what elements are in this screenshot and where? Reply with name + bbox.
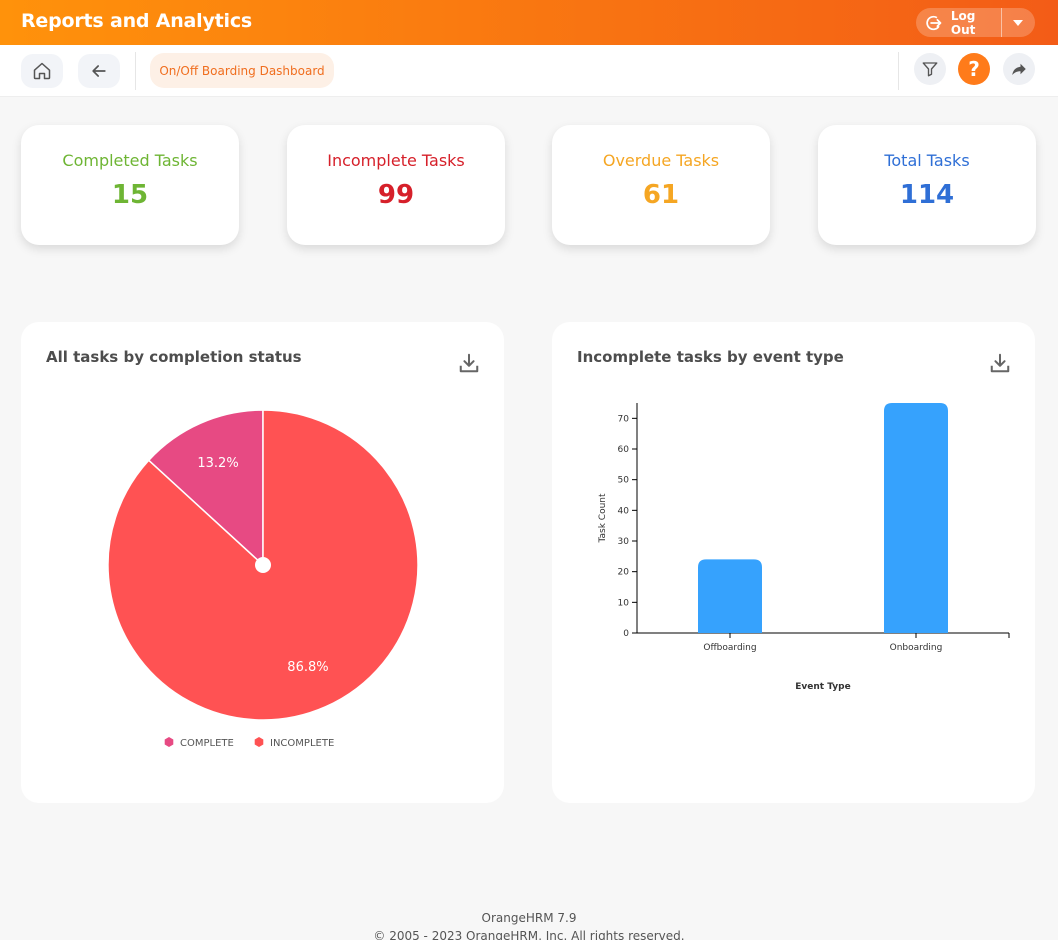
home-icon <box>33 62 51 80</box>
y-tick-label: 10 <box>618 598 630 608</box>
y-tick-label: 70 <box>618 414 630 424</box>
y-tick-label: 20 <box>618 568 630 578</box>
kpi-label: Completed Tasks <box>62 151 198 170</box>
logout-menu-toggle[interactable] <box>1002 19 1034 26</box>
bar-offboarding[interactable] <box>698 559 762 633</box>
y-tick-label: 30 <box>618 537 630 547</box>
y-tick-label: 40 <box>618 506 630 516</box>
tab-onoff-boarding-dashboard[interactable]: On/Off Boarding Dashboard <box>150 53 334 88</box>
kpi-card-total-tasks: Total Tasks 114 <box>818 125 1036 245</box>
pie-slice-label: 86.8% <box>287 660 328 675</box>
download-icon[interactable] <box>458 352 480 374</box>
logout-icon <box>926 15 942 30</box>
logout-control: Log Out <box>916 8 1035 37</box>
x-axis-label: Event Type <box>795 682 850 692</box>
kpi-card-completed-tasks: Completed Tasks 15 <box>21 125 239 245</box>
footer-copyright: © 2005 - 2023 OrangeHRM, Inc. All rights… <box>373 929 685 940</box>
bar-chart-card: Incomplete tasks by event type 0 10 20 30 40… <box>552 322 1035 803</box>
logout-label: Log Out <box>950 8 976 37</box>
footer-version: OrangeHRM 7.9 <box>481 911 577 925</box>
arrow-left-icon <box>92 65 106 77</box>
help-button[interactable]: ? <box>958 53 990 85</box>
legend-marker <box>254 737 264 747</box>
legend-marker <box>164 737 174 747</box>
home-button[interactable] <box>21 54 63 88</box>
share-arrow-icon <box>1012 63 1026 75</box>
pie-chart-title: All tasks by completion status <box>46 348 302 366</box>
kpi-value: 61 <box>642 180 680 210</box>
kpi-value: 114 <box>899 180 955 210</box>
kpi-label: Overdue Tasks <box>602 151 720 170</box>
share-button[interactable] <box>1003 53 1035 85</box>
help-icon: ? <box>968 57 980 81</box>
bar-chart-title: Incomplete tasks by event type <box>577 348 844 366</box>
bar-onboarding[interactable] <box>884 403 948 633</box>
pie-slice-complete[interactable] <box>147 409 264 567</box>
kpi-card-incomplete-tasks: Incomplete Tasks 99 <box>287 125 505 245</box>
kpi-value: 99 <box>377 180 415 210</box>
filter-icon <box>922 62 938 77</box>
pie-center-dot <box>255 557 271 573</box>
back-button[interactable] <box>78 54 120 88</box>
kpi-value: 15 <box>111 180 149 210</box>
y-axis-label: Task Count <box>598 493 608 543</box>
pie-chart-card: All tasks by completion status 13.2% 86.8… <box>21 322 504 803</box>
filter-button[interactable] <box>914 53 946 85</box>
legend-label-complete[interactable]: COMPLETE <box>180 738 234 749</box>
logout-button[interactable]: Log Out <box>916 8 1002 37</box>
legend-label-incomplete[interactable]: INCOMPLETE <box>270 738 334 749</box>
toolbar: On/Off Boarding Dashboard ? <box>0 45 1058 97</box>
x-tick-label: Offboarding <box>703 643 756 653</box>
app-title: Reports and Analytics <box>21 10 253 32</box>
y-tick-label: 50 <box>618 476 630 486</box>
pie-slice-label: 13.2% <box>197 456 238 471</box>
kpi-card-overdue-tasks: Overdue Tasks 61 <box>552 125 770 245</box>
y-tick-label: 0 <box>623 629 629 639</box>
toolbar-divider <box>898 52 899 90</box>
toolbar-divider <box>135 52 136 90</box>
kpi-label: Total Tasks <box>884 151 970 170</box>
pie-chart: 13.2% 86.8% COMPLETE INCOMPLETE <box>107 409 419 749</box>
bar-chart: 0 10 20 30 40 50 60 70 Offboarding Onboarding Even… <box>598 403 1010 692</box>
y-tick-label: 60 <box>618 445 630 455</box>
download-icon[interactable] <box>989 352 1011 374</box>
x-tick-label: Onboarding <box>890 643 943 653</box>
top-header: Reports and Analytics Log Out <box>0 0 1058 45</box>
kpi-label: Incomplete Tasks <box>327 151 465 170</box>
caret-down-icon <box>1013 19 1023 26</box>
footer: OrangeHRM 7.9 © 2005 - 2023 OrangeHRM, I… <box>0 909 1058 940</box>
